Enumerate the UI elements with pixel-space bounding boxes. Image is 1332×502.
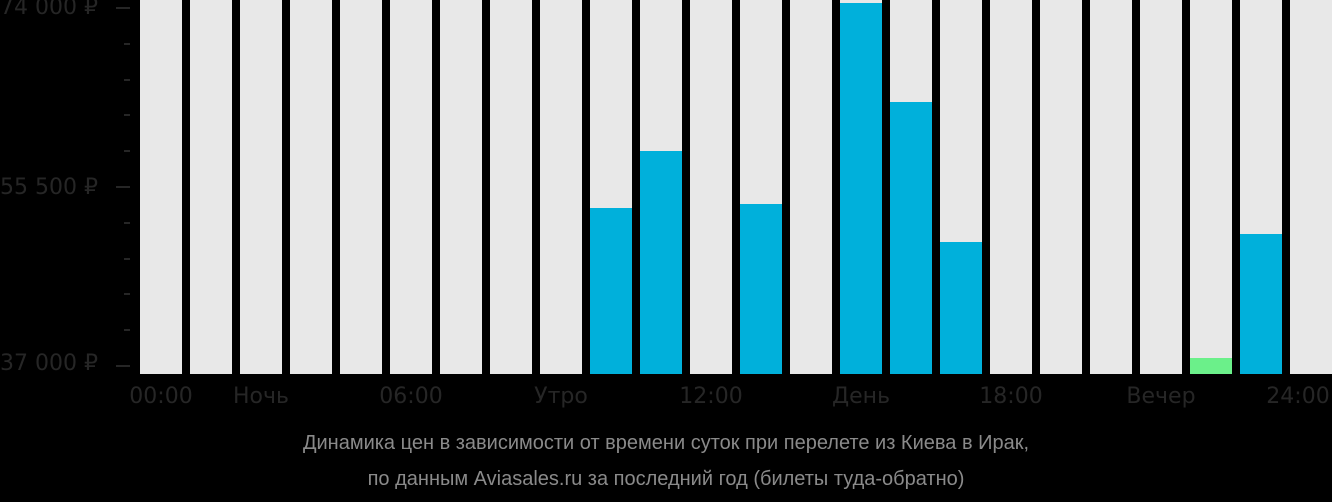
y-minor-tick <box>124 329 130 331</box>
x-label-morning: Утро <box>534 384 588 409</box>
hour-column <box>340 0 382 374</box>
x-label-night: Ночь <box>233 384 289 409</box>
hour-column <box>740 0 782 374</box>
y-minor-tick <box>124 222 130 224</box>
y-minor-tick <box>124 258 130 260</box>
x-label-day: День <box>831 384 891 409</box>
hour-column <box>1140 0 1182 374</box>
y-minor-tick <box>124 43 130 45</box>
hour-column <box>640 0 682 374</box>
hour-column <box>890 0 932 374</box>
y-minor-tick <box>124 150 130 152</box>
hour-column <box>1040 0 1082 374</box>
hour-column <box>390 0 432 374</box>
hour-column <box>790 0 832 374</box>
price-bar[interactable] <box>640 150 682 374</box>
y-major-tick <box>116 186 130 188</box>
hour-column <box>290 0 332 374</box>
chart-caption-line1: Динамика цен в зависимости от времени су… <box>302 432 1030 454</box>
y-minor-tick <box>124 79 130 81</box>
price-bar-cheapest[interactable] <box>1190 358 1232 374</box>
y-major-tick <box>116 7 130 9</box>
hour-column <box>1240 0 1282 374</box>
hour-column <box>990 0 1032 374</box>
chart-caption-line2: по данным Aviasales.ru за последний год … <box>367 468 965 490</box>
hour-column <box>840 0 882 374</box>
x-label-1200: 12:00 <box>679 384 743 409</box>
price-bar[interactable] <box>890 101 932 374</box>
hour-column <box>1090 0 1132 374</box>
hour-column <box>440 0 482 374</box>
y-tick-label-top: 74 000 ₽ <box>0 0 98 20</box>
hour-column <box>190 0 232 374</box>
x-label-2400: 24:00 <box>1266 384 1330 409</box>
price-bar[interactable] <box>840 3 882 374</box>
hour-column <box>540 0 582 374</box>
y-major-tick <box>116 365 130 367</box>
hour-column <box>940 0 982 374</box>
hour-column <box>490 0 532 374</box>
y-tick-label-bottom: 37 000 ₽ <box>0 351 98 376</box>
x-label-0600: 06:00 <box>379 384 443 409</box>
y-minor-tick <box>124 293 130 295</box>
x-label-evening: Вечер <box>1126 384 1196 409</box>
hour-column <box>240 0 282 374</box>
price-bar[interactable] <box>590 207 632 374</box>
hour-column <box>1190 0 1232 374</box>
price-bar[interactable] <box>740 203 782 374</box>
hour-column <box>140 0 182 374</box>
x-label-0000: 00:00 <box>129 384 193 409</box>
x-label-1800: 18:00 <box>979 384 1043 409</box>
y-tick-label-mid: 55 500 ₽ <box>0 175 98 200</box>
price-bar[interactable] <box>940 242 982 374</box>
hour-column <box>590 0 632 374</box>
y-minor-tick <box>124 114 130 116</box>
hour-column <box>690 0 732 374</box>
hour-column <box>1290 0 1332 374</box>
price-bar[interactable] <box>1240 233 1282 374</box>
